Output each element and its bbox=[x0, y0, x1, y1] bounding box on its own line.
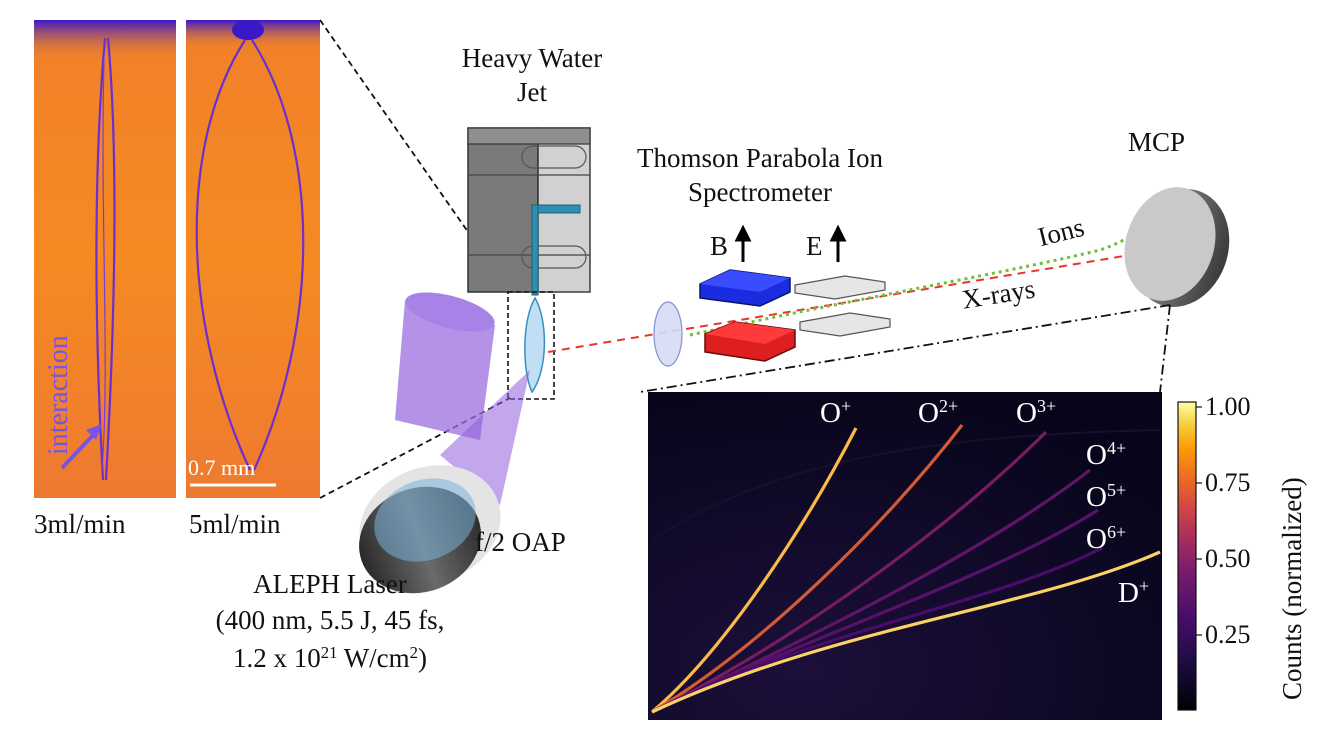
ion-label-d: D+ bbox=[1118, 576, 1150, 609]
jet-photo-3ml bbox=[34, 20, 176, 498]
projection-lines bbox=[639, 304, 1171, 393]
electric-plates bbox=[794, 275, 891, 337]
jet-title-line1: Heavy Water bbox=[461, 43, 603, 73]
jet-sheet-edges bbox=[195, 39, 305, 471]
caption-3ml: 3ml/min bbox=[34, 509, 126, 539]
colorbar-tick-label: 1.00 bbox=[1205, 392, 1251, 421]
ion-label-o2: O2+ bbox=[918, 396, 959, 429]
ion-trace-o-plus bbox=[650, 427, 858, 714]
colorbar-tick-label: 0.25 bbox=[1205, 620, 1251, 649]
pinhole-aperture bbox=[653, 301, 683, 367]
nozzle-tip bbox=[232, 20, 264, 40]
photo-background bbox=[186, 20, 320, 498]
xray-path bbox=[547, 249, 1161, 353]
ion-trace-o-3plus bbox=[651, 430, 1048, 714]
colorbar-tick-label: 0.75 bbox=[1205, 468, 1251, 497]
jet-photo-5ml bbox=[186, 20, 320, 498]
ion-trace-o-6plus bbox=[651, 546, 1103, 714]
field-arrows bbox=[734, 224, 847, 262]
jet-title-line2: Jet bbox=[517, 77, 547, 107]
ion-label-o3: O3+ bbox=[1016, 396, 1057, 429]
caption-5ml: 5ml/min bbox=[189, 509, 281, 539]
ion-traces bbox=[650, 424, 1161, 714]
laser-params-line2: 1.2 x 1021 W/cm2) bbox=[232, 642, 428, 673]
interaction-label: interaction bbox=[43, 335, 74, 455]
ion-trace-d-plus bbox=[651, 550, 1161, 714]
colorbar bbox=[1177, 401, 1197, 711]
oap-mirror bbox=[359, 465, 501, 594]
interaction-arrow bbox=[60, 424, 102, 470]
ion-trajectory bbox=[689, 204, 1157, 337]
colorbar-ticks bbox=[1196, 406, 1202, 636]
mcp-label: MCP bbox=[1128, 127, 1186, 157]
laser-title: ALEPH Laser bbox=[253, 569, 407, 599]
zoom-lines bbox=[319, 19, 511, 499]
interaction-region-box bbox=[507, 291, 555, 400]
laser-params-line1: (400 nm, 5.5 J, 45 fs, bbox=[215, 605, 445, 635]
jet-nozzle-assembly bbox=[467, 127, 591, 296]
e-field-label: E bbox=[806, 231, 823, 261]
liquid-sheet bbox=[524, 296, 546, 394]
ion-label-o5: O5+ bbox=[1086, 480, 1127, 513]
b-field-label: B bbox=[710, 231, 729, 261]
magnet-blocks bbox=[699, 269, 796, 362]
mcp-detector bbox=[1124, 187, 1230, 307]
ion-trace-o-2plus bbox=[651, 424, 964, 714]
spectrometer-title-line1: Thomson Parabola Ion bbox=[637, 143, 883, 173]
colorbar-tick-label: 0.50 bbox=[1205, 544, 1251, 573]
ion-label-o1: O+ bbox=[820, 396, 852, 429]
detector-image bbox=[648, 392, 1162, 720]
colorbar-label: Counts (normalized) bbox=[1277, 477, 1307, 700]
spectrometer-title-line2: Spectrometer bbox=[688, 177, 832, 207]
oap-label: f/2 OAP bbox=[475, 527, 566, 557]
scale-bar-label: 0.7 mm bbox=[188, 455, 256, 480]
jet-sheet-edges bbox=[95, 37, 116, 481]
ion-label-o6: O6+ bbox=[1086, 522, 1127, 555]
ion-label-o4: O4+ bbox=[1086, 438, 1127, 471]
